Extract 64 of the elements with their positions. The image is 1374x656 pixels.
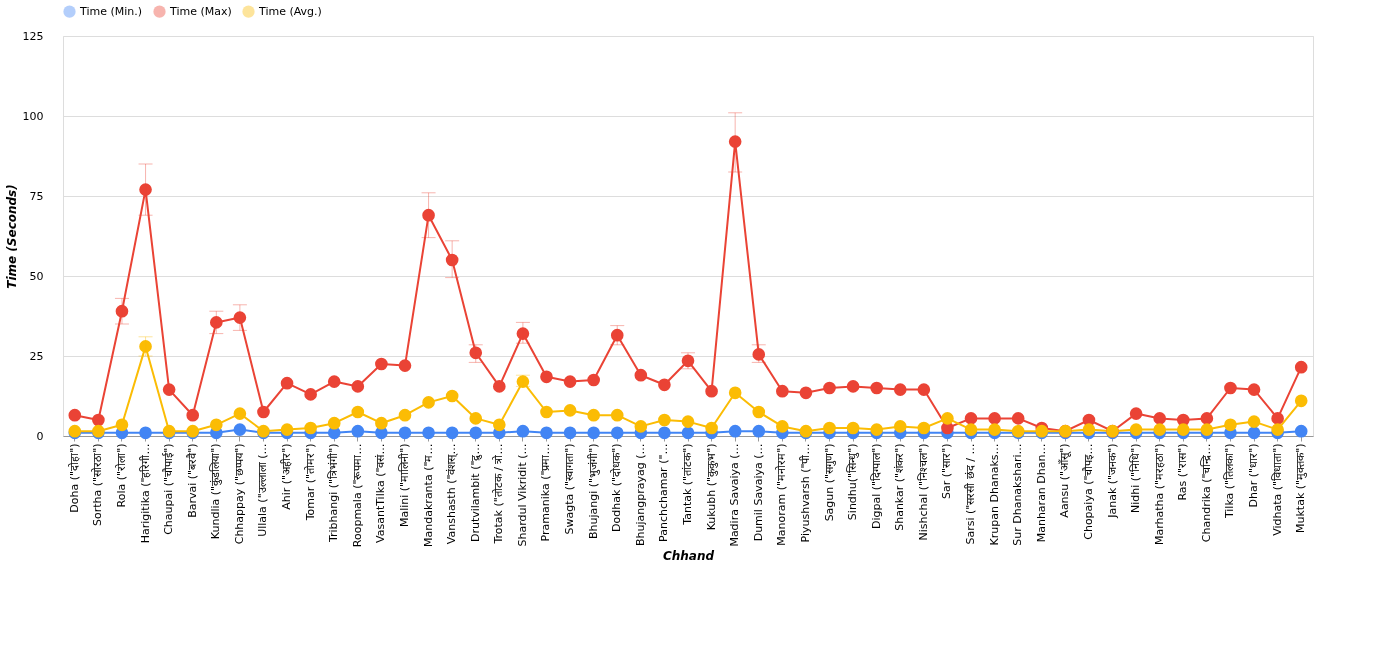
x-tick-label: Krupan Dhanaks… — [987, 443, 1001, 546]
x-tick-label: Malini ("मालिनी") — [397, 443, 411, 528]
y-tick-label: 0 — [36, 429, 44, 443]
x-axis-title: Chhand — [662, 549, 715, 564]
x-tick-label: Tribhangi ("त्रिभंगी") — [327, 443, 341, 544]
x-tick-label: Chaupai ("चौपाई") — [162, 443, 176, 535]
y-tick-label: 50 — [29, 269, 44, 283]
x-tick-label: Shardul Vikridit (… — [515, 443, 529, 547]
x-tick-label: Tantak ("तांटक") — [681, 443, 694, 526]
x-tick-label: Bhujangprayag (… — [633, 443, 647, 547]
x-tick-label: Dhar ("धार") — [1247, 443, 1261, 508]
x-tick-label: Dumil Savaiya (… — [751, 443, 765, 542]
x-tick-label: Sindhu("सिन्धु") — [846, 443, 860, 521]
x-tick-label: Roopmala ("रूपमा… — [350, 443, 364, 548]
x-tick-label: Nidhi ("निधि") — [1129, 443, 1143, 513]
y-tick-label: 125 — [22, 29, 44, 43]
x-tick-label: Rola ("रोला") — [114, 443, 128, 508]
x-tick-label: Kukubh ("कुकुभ") — [704, 443, 718, 531]
x-tick-label: Bhujangi ("भुजंगी") — [586, 443, 600, 539]
x-tick-label: Doha ("दोहा") — [67, 443, 81, 513]
x-tick-label: Dodhak ("दोधक") — [610, 443, 624, 532]
x-tick-label: VasantTilka ("वसं… — [374, 443, 388, 543]
x-tick-label: Shankar ("शंकर") — [893, 443, 907, 531]
legend-label: Time (Avg.) — [258, 4, 322, 18]
x-tick-label: Chandrika ("चन्द्रि… — [1199, 443, 1213, 543]
x-tick-label: Mandakranta ("म… — [421, 443, 435, 547]
x-tick-label: Barvai ("बरवै") — [185, 443, 199, 518]
x-tick-label: Chhappay ("छप्पय") — [232, 443, 246, 545]
y-tick-label: 100 — [22, 109, 44, 123]
x-tick-label: Panchchamar ("… — [657, 443, 671, 542]
x-tick-label: Sur Dhanakshari… — [1011, 443, 1025, 546]
x-tick-label: Chopaiya ("चौपइ… — [1081, 443, 1095, 540]
x-tick-label: Madira Savaiya (… — [728, 443, 742, 547]
y-tick-label: 25 — [29, 349, 44, 363]
x-tick-label: Aansu ("आँसू") — [1058, 443, 1073, 518]
x-tick-label: Janak ("जनक") — [1105, 443, 1119, 519]
x-tick-label: Tilka ("तिलका") — [1223, 443, 1237, 520]
x-tick-label: Marhatha ("मरहठा") — [1152, 443, 1166, 545]
legend-label: Time (Max) — [169, 4, 232, 18]
x-tick-label: Ras ("रास") — [1176, 443, 1190, 501]
y-axis-title: Time (Seconds) — [4, 184, 19, 289]
x-tick-label: Sortha ("सोरठा") — [91, 443, 105, 526]
legend-label: Time (Min.) — [79, 4, 143, 18]
x-tick-label: Vanshasth ("वंशस्… — [445, 443, 459, 545]
x-tick-label: Manoram ("मनोरम") — [775, 443, 789, 546]
x-tick-label: Swagta ("स्वागता") — [563, 443, 577, 535]
x-tick-label: Muktak ("मुक्तक") — [1294, 443, 1308, 533]
x-tick-label: Sar ("सार") — [940, 443, 954, 499]
x-tick-label: Ullala ("उल्लाला (… — [256, 443, 270, 537]
x-tick-label: Sarsi ("सरसी छंद / … — [964, 443, 978, 545]
x-tick-label: Trotak ("तोटक / त्रो… — [492, 443, 506, 545]
x-tick-label: Pramanika ("प्रमा… — [539, 443, 553, 542]
x-tick-label: Piyushvarsh ("पी… — [798, 443, 812, 543]
x-tick-label: Drutvilambit ("द्रु… — [468, 443, 482, 543]
x-tick-label: Kundlia ("कुंडलिया") — [209, 443, 223, 540]
x-tick-label: Digpal ("दिग्पाल") — [869, 443, 883, 529]
x-tick-label: Harigitika ("हरिगी… — [138, 443, 152, 544]
x-tick-label: Ahir ("अहीर") — [280, 443, 294, 510]
x-tick-label: Vidhata ("विधाता") — [1270, 443, 1284, 536]
y-tick-label: 75 — [29, 189, 44, 203]
x-tick-label: Manharan Dhan… — [1034, 443, 1048, 543]
x-tick-label: Sagun ("सगुण") — [822, 443, 836, 522]
x-tick-label: Nishchal ("निश्चल") — [916, 443, 930, 541]
x-tick-label: Tomar ("तोमर") — [303, 443, 317, 522]
